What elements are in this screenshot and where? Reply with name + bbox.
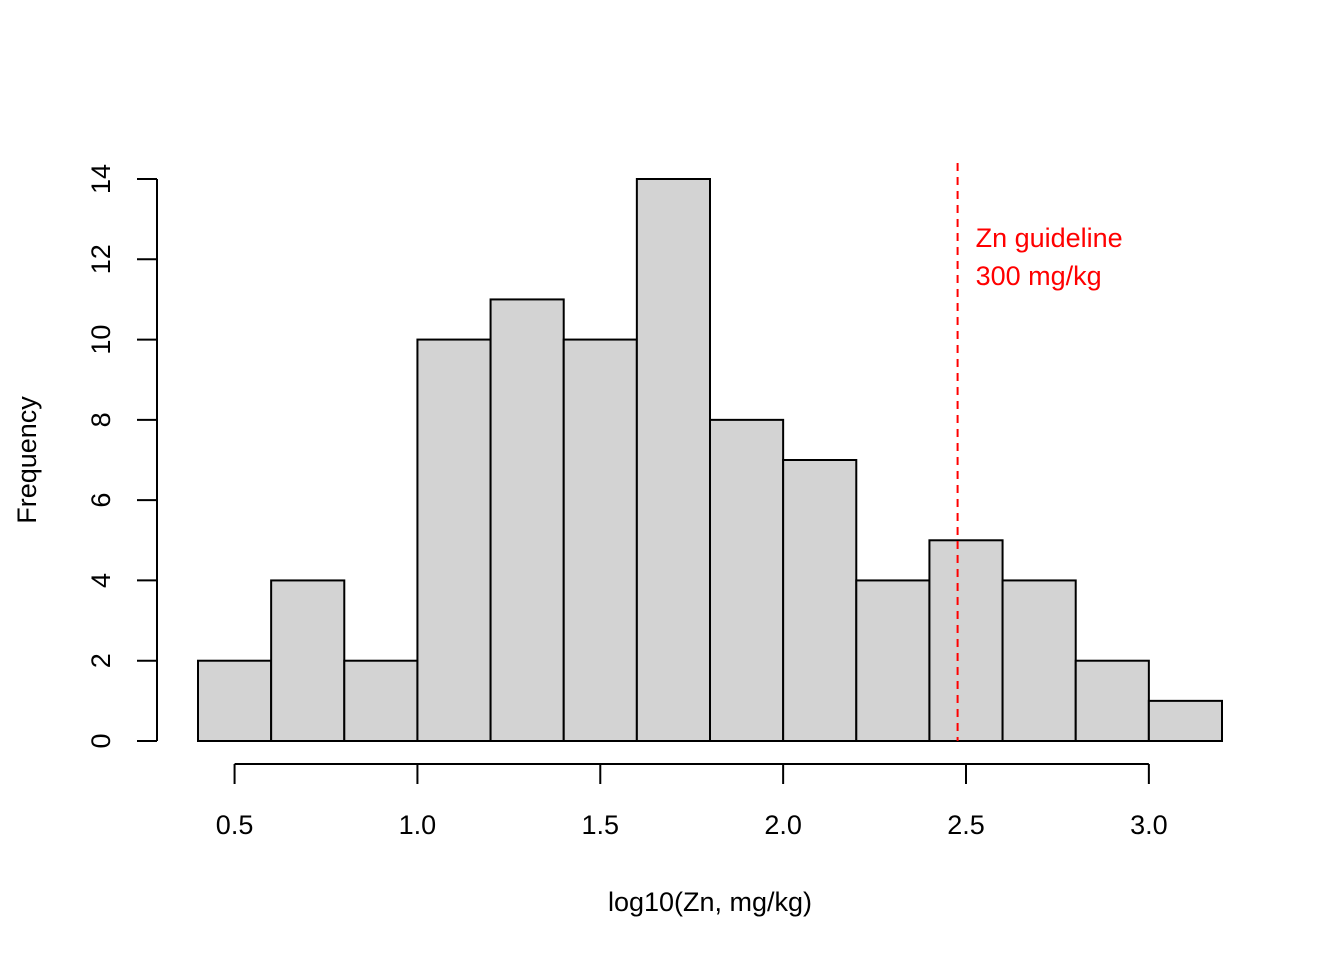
- y-tick-label-2: 4: [86, 573, 116, 588]
- y-axis-label: Frequency: [12, 396, 42, 524]
- x-tick-label-3: 2.0: [764, 810, 802, 840]
- guideline-group: Zn guideline 300 mg/kg: [956, 163, 1123, 741]
- histogram-bar-11: [1001, 579, 1077, 743]
- y-axis: 0 2 4 6 8 10 12 14: [86, 164, 158, 749]
- histogram-bar-13: [1147, 699, 1224, 742]
- histogram-bar-3: [416, 338, 492, 742]
- y-tick-label-6: 12: [86, 244, 116, 274]
- histogram-bar-0: [197, 659, 273, 743]
- histogram-bar-9: [855, 579, 931, 743]
- histogram-bar-8: [782, 459, 858, 742]
- y-tick-label-4: 8: [86, 412, 116, 427]
- histogram-bar-10: [928, 539, 1004, 742]
- histogram-bar-4: [489, 298, 565, 742]
- histogram-bar-7: [709, 418, 785, 742]
- x-axis: 0.5 1.0 1.5 2.0 2.5 3.0: [216, 763, 1168, 840]
- histogram-bar-5: [562, 338, 638, 742]
- y-tick-label-1: 2: [86, 653, 116, 668]
- y-tick-label-5: 10: [86, 325, 116, 355]
- x-tick-label-2: 1.5: [582, 810, 620, 840]
- histogram-bar-6: [635, 178, 711, 742]
- histogram-bar-12: [1074, 659, 1150, 743]
- y-tick-label-7: 14: [86, 164, 116, 194]
- histogram-bar-2: [343, 659, 419, 743]
- guideline-label-0: Zn guideline: [976, 223, 1123, 253]
- x-tick-label-0: 0.5: [216, 810, 254, 840]
- histogram-bar-1: [270, 579, 346, 743]
- y-tick-label-0: 0: [86, 733, 116, 748]
- x-axis-label: log10(Zn, mg/kg): [608, 887, 812, 917]
- y-tick-label-3: 6: [86, 493, 116, 508]
- x-tick-label-4: 2.5: [947, 810, 985, 840]
- x-tick-label-5: 3.0: [1130, 810, 1168, 840]
- x-tick-label-1: 1.0: [399, 810, 437, 840]
- guideline-label-1: 300 mg/kg: [976, 261, 1102, 291]
- histogram-bars: [197, 178, 1224, 743]
